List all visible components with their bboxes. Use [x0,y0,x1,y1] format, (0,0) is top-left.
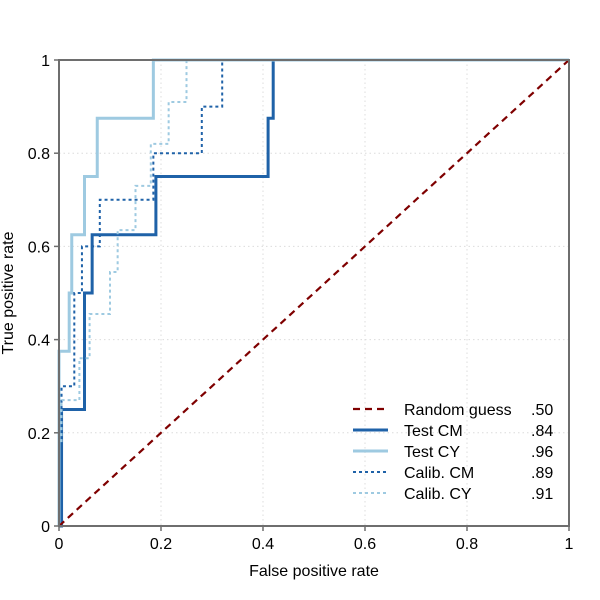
y-tick-label: 0.2 [28,426,50,443]
legend-auc-calib-cy: .91 [531,486,553,503]
axis-ticks: 00 0.2 0.2 0.4 0.4 0.6 0.6 0.8 0.8 1 1 [28,53,574,553]
x-tick-label: 1 [565,536,574,553]
y-tick-label: 0 [41,519,50,536]
legend-auc-calib-cm: .89 [531,465,553,482]
legend-auc-test-cm: .84 [531,423,553,440]
x-tick-label: 0.4 [252,536,274,553]
x-axis-title: False positive rate [249,563,379,580]
y-tick-label: 0.4 [28,333,50,350]
y-tick-label: 0.6 [28,239,50,256]
y-tick-label: 0.8 [28,146,50,163]
legend-label-test-cy: Test CY [404,444,460,461]
x-tick-label: 0 [55,536,64,553]
grid [59,60,569,526]
legend-label-test-cm: Test CM [404,423,463,440]
legend-auc-random-guess: .50 [531,402,553,419]
x-tick-label: 0.2 [150,536,172,553]
series-layer [57,58,570,528]
series-line-test-cy [57,58,569,526]
legend: Random guess .50 Test CM .84 Test CY .96 Calib… [353,402,553,503]
series-line-calib-cm [60,59,569,433]
y-tick-label: 1 [41,53,50,70]
legend-auc-test-cy: .96 [531,444,553,461]
x-tick-label: 0.6 [354,536,376,553]
series-line-test-cm [59,58,569,528]
y-axis-title: True positive rate [0,231,17,354]
plot-frame [58,59,570,527]
series-line-random-guess [58,59,570,527]
x-tick-label: 0.8 [456,536,478,553]
legend-label-calib-cy: Calib. CY [404,486,472,503]
legend-label-calib-cm: Calib. CM [404,465,474,482]
legend-label-random-guess: Random guess [404,402,512,419]
